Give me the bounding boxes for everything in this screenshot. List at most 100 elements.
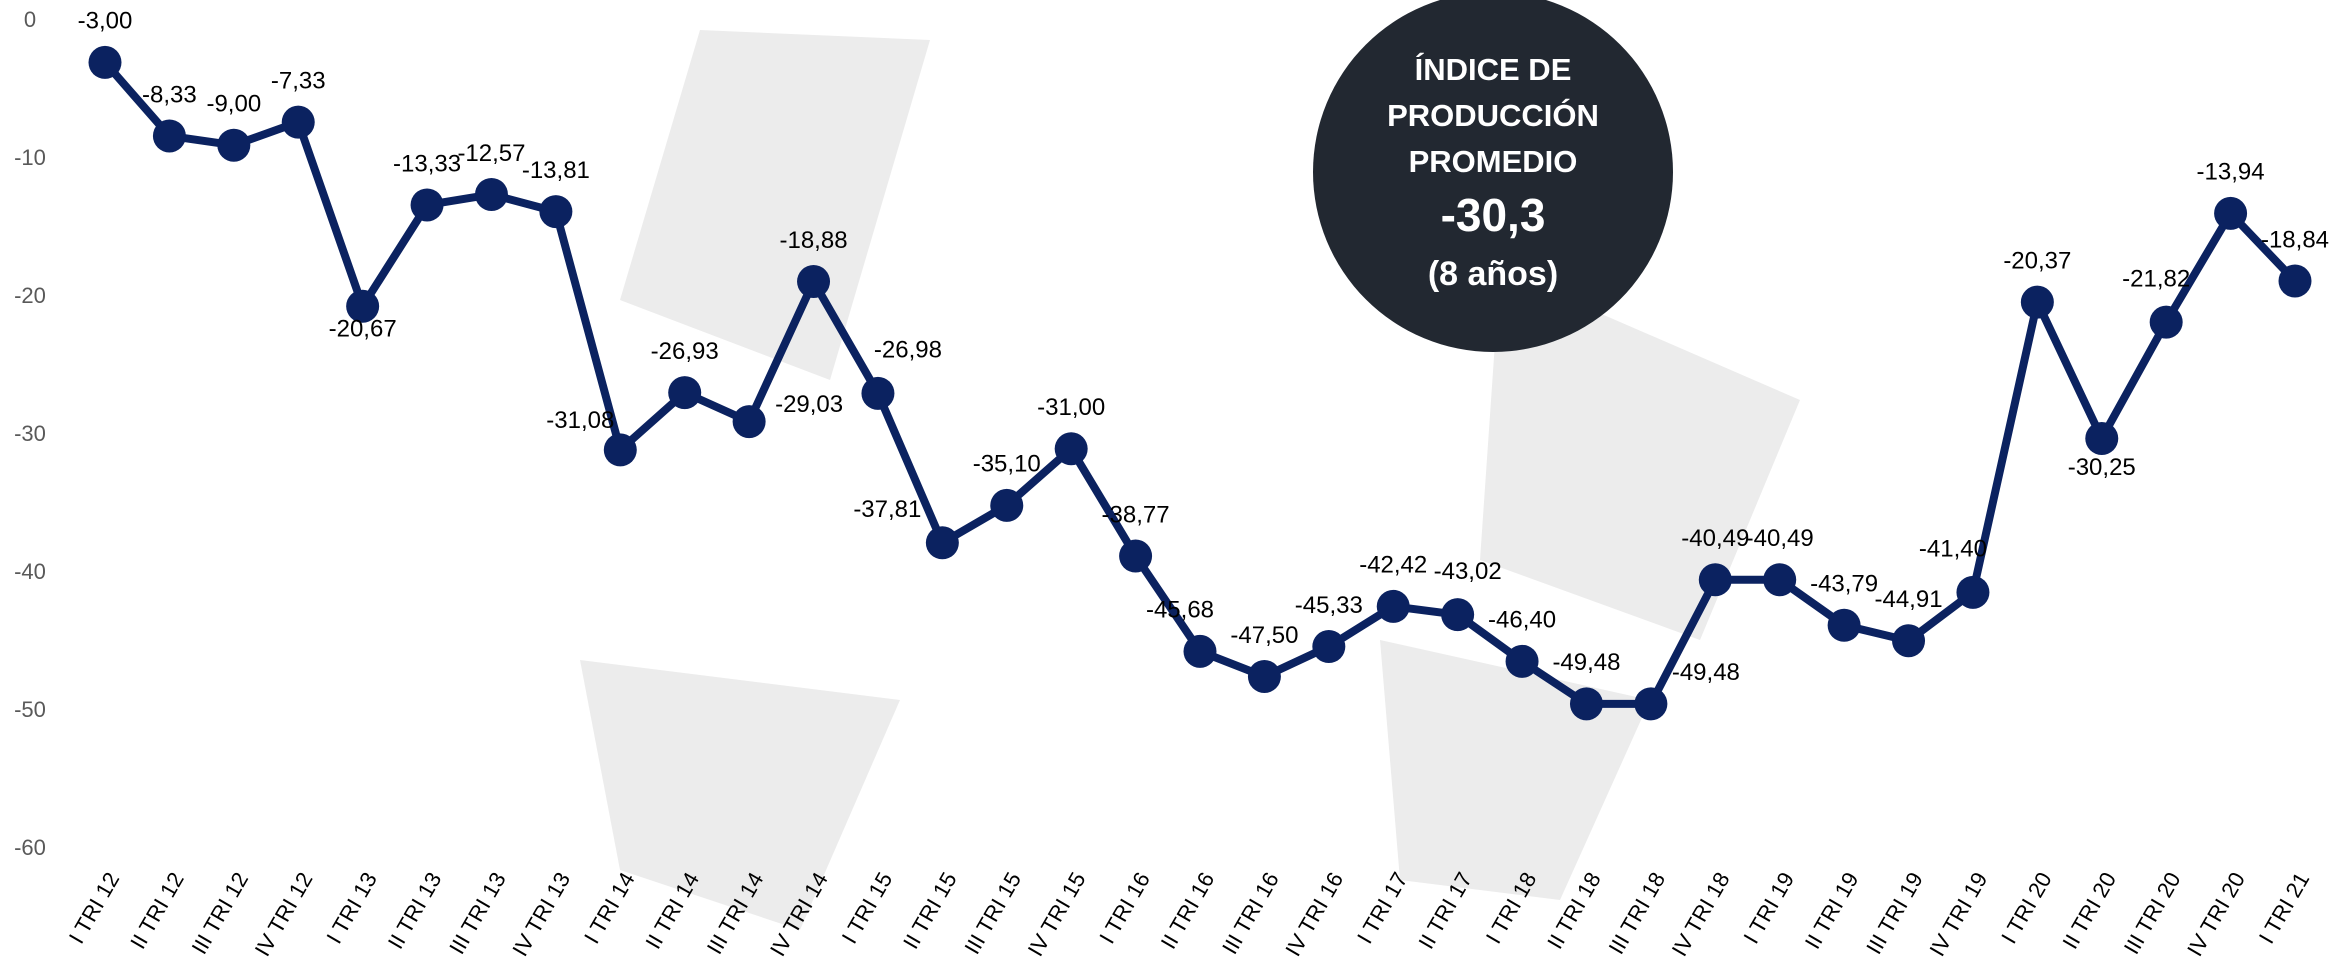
marker <box>861 376 895 410</box>
data-label: -43,02 <box>1434 558 1502 585</box>
data-label: -40,49 <box>1681 525 1749 552</box>
data-label: -20,67 <box>329 316 397 343</box>
marker <box>539 195 573 229</box>
y-tick-label: -60 <box>14 835 46 860</box>
x-tick-label: I TRI 16 <box>1094 868 1155 948</box>
marker <box>990 488 1024 522</box>
x-tick-label: I TRI 13 <box>321 868 382 948</box>
data-label: -41,40 <box>1919 536 1987 563</box>
x-tick-label: II TRI 12 <box>125 868 189 953</box>
marker <box>1054 432 1088 466</box>
y-tick-label: -10 <box>14 145 46 170</box>
marker <box>925 526 959 560</box>
data-label: -45,68 <box>1146 597 1214 624</box>
x-tick-label: III TRI 12 <box>186 868 253 959</box>
marker <box>410 188 444 222</box>
data-label: -26,98 <box>874 337 942 364</box>
data-label: -31,08 <box>546 407 614 434</box>
data-label: -42,42 <box>1359 552 1427 579</box>
data-label: -44,91 <box>1874 586 1942 613</box>
marker <box>1569 687 1603 721</box>
data-label: -8,33 <box>142 81 197 108</box>
x-tick-label: I TRI 20 <box>1996 868 2057 948</box>
data-label: -37,81 <box>853 496 921 523</box>
data-label: -49,48 <box>1552 649 1620 676</box>
x-tick-label: IV TRI 18 <box>1667 868 1735 960</box>
y-tick-label: -50 <box>14 697 46 722</box>
x-tick-label: III TRI 19 <box>1861 868 1928 959</box>
data-label: -49,48 <box>1672 659 1740 686</box>
data-label: -21,82 <box>2122 265 2190 292</box>
marker <box>1698 563 1732 597</box>
marker <box>281 105 315 139</box>
x-tick-label: IV TRI 20 <box>2182 868 2250 960</box>
x-tick-label: II TRI 19 <box>1800 868 1864 953</box>
data-label: -45,33 <box>1295 592 1363 619</box>
x-tick-label: I TRI 15 <box>837 868 898 948</box>
marker <box>1183 634 1217 668</box>
data-label: -29,03 <box>775 391 843 418</box>
marker <box>1247 660 1281 693</box>
data-label: -26,93 <box>651 338 719 365</box>
marker <box>217 128 251 162</box>
marker <box>2149 305 2183 339</box>
data-label: -30,25 <box>2068 454 2136 481</box>
y-tick-label: -40 <box>14 559 46 584</box>
x-tick-label: IV TRI 15 <box>1023 868 1091 960</box>
x-tick-label: III TRI 15 <box>959 868 1026 959</box>
marker <box>1312 630 1346 664</box>
y-tick-label: -20 <box>14 283 46 308</box>
x-tick-label: IV TRI 12 <box>250 868 318 960</box>
data-label: -13,81 <box>522 157 590 184</box>
x-tick-label: II TRI 13 <box>383 868 447 953</box>
x-tick-label: III TRI 18 <box>1604 868 1671 959</box>
x-tick-label: II TRI 20 <box>2057 868 2121 953</box>
data-label: -43,79 <box>1810 571 1878 598</box>
marker <box>346 289 380 323</box>
annotation-note: (8 años) <box>1428 255 1558 293</box>
marker <box>88 45 122 79</box>
marker <box>152 119 186 153</box>
marker <box>1376 589 1410 623</box>
marker <box>1634 687 1668 721</box>
data-label: -13,94 <box>2197 159 2265 186</box>
data-label: -3,00 <box>78 8 133 35</box>
data-label: -18,84 <box>2261 226 2329 253</box>
data-label: -40,49 <box>1746 525 1814 552</box>
x-tick-label: IV TRI 19 <box>1924 868 1992 960</box>
data-label: -9,00 <box>206 91 261 118</box>
annotation-value: -30,3 <box>1441 189 1546 241</box>
data-label: -35,10 <box>973 451 1041 478</box>
data-label: -12,57 <box>457 140 525 167</box>
x-tick-label: I TRI 19 <box>1738 868 1799 948</box>
marker <box>732 405 766 439</box>
marker <box>1827 608 1861 642</box>
marker <box>668 376 702 410</box>
marker <box>2214 196 2248 230</box>
marker <box>1505 644 1539 678</box>
x-tick-label: II TRI 16 <box>1156 868 1220 953</box>
marker <box>1763 563 1797 597</box>
x-tick-label: I TRI 12 <box>64 868 125 948</box>
annotation-circle <box>1313 0 1673 352</box>
y-tick-label: 0 <box>24 7 36 32</box>
x-tick-label: IV TRI 13 <box>507 868 575 960</box>
marker <box>797 265 831 299</box>
x-tick-label: III TRI 16 <box>1217 868 1284 959</box>
x-tick-label: III TRI 20 <box>2119 868 2186 959</box>
marker <box>1441 598 1475 632</box>
x-tick-label: I TRI 14 <box>579 868 640 948</box>
data-label: -38,77 <box>1102 501 1170 528</box>
marker <box>474 177 508 211</box>
data-label: -20,37 <box>2003 247 2071 274</box>
annotation-line: PRODUCCIÓN <box>1387 97 1599 133</box>
marker <box>2020 285 2054 319</box>
data-label: -18,88 <box>779 227 847 254</box>
x-tick-label: III TRI 13 <box>444 868 511 959</box>
marker <box>1892 624 1926 658</box>
x-tick-label: IV TRI 16 <box>1280 868 1348 960</box>
marker <box>1956 575 1990 609</box>
data-label: -47,50 <box>1230 622 1298 649</box>
data-label: -46,40 <box>1488 607 1556 634</box>
